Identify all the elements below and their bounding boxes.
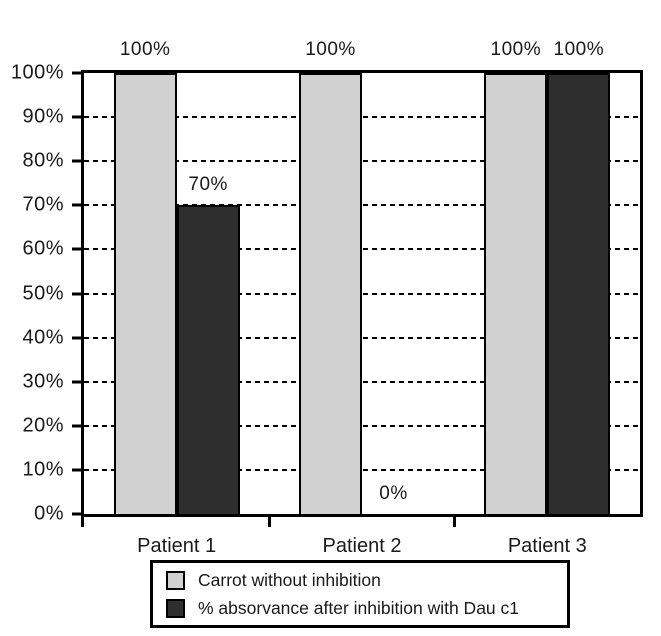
y-axis-tick-label: 0% [34, 502, 64, 525]
gridline [84, 248, 640, 251]
gridline [84, 336, 640, 339]
y-axis-tick [72, 292, 84, 295]
y-axis-tick-label: 20% [22, 414, 64, 437]
y-axis-tick-label: 80% [22, 149, 64, 172]
chart-legend: Carrot without inhibition % absorvance af… [150, 560, 570, 628]
bar-series-2 [176, 205, 240, 514]
legend-swatch-series-1 [166, 570, 185, 590]
bar-series-2 [547, 73, 611, 514]
y-axis-tick-label: 50% [22, 282, 64, 304]
gridline [84, 204, 640, 207]
bar-series-1 [484, 73, 548, 514]
bar-value-label: 100% [553, 39, 605, 60]
y-axis-tick [72, 247, 84, 251]
legend-item: % absorvance after inhibition with Dau c… [166, 595, 567, 621]
bar-value-label: 0% [379, 483, 408, 504]
y-axis-tick [72, 203, 84, 207]
y-axis-tick [72, 336, 84, 340]
gridline [84, 116, 640, 119]
x-axis-tick [267, 514, 271, 527]
y-axis-tick [72, 424, 84, 428]
y-axis-tick [72, 468, 84, 472]
bar-value-label: 100% [119, 39, 171, 60]
y-axis-tick-label: 90% [22, 105, 64, 128]
bar-series-1 [113, 73, 177, 514]
y-axis-tick-label: 100% [10, 61, 64, 84]
y-axis-tick-label: 40% [22, 326, 64, 349]
y-axis-tick [72, 159, 84, 163]
y-axis-tick [72, 71, 84, 75]
x-axis-category-label: Patient 3 [507, 535, 587, 557]
legend-label: % absorvance after inhibition with Dau c… [198, 597, 520, 618]
gridline [84, 292, 640, 295]
y-axis-tick [72, 512, 84, 516]
plot-area: 0% 10% 20% 30% 40% 50% 60% 70% 80% 90% 100% 100% 100… [11, 39, 643, 557]
x-axis-tick [453, 514, 457, 527]
bar-series-1 [299, 73, 362, 514]
x-axis-category-label: Patient 1 [137, 535, 217, 557]
y-axis-tick-label: 70% [22, 193, 64, 216]
legend-swatch-series-2 [166, 598, 185, 618]
y-axis-tick-label: 30% [22, 370, 64, 393]
y-axis-tick [72, 115, 84, 119]
legend-item: Carrot without inhibition [166, 567, 567, 593]
y-axis-tick [72, 380, 84, 384]
y-axis-tick-label: 60% [22, 237, 64, 260]
x-axis-category-label: Patient 2 [322, 535, 402, 557]
legend-label: Carrot without inhibition [198, 569, 381, 590]
gridline [84, 160, 640, 163]
bar-value-label: 70% [188, 174, 228, 196]
bar-value-label: 100% [490, 39, 542, 60]
x-axis-tick [81, 514, 84, 527]
gridline [84, 468, 640, 471]
bar-value-label: 100% [305, 39, 356, 60]
gridline [84, 380, 640, 383]
y-axis-tick-label: 10% [22, 458, 64, 481]
gridline [84, 424, 640, 427]
